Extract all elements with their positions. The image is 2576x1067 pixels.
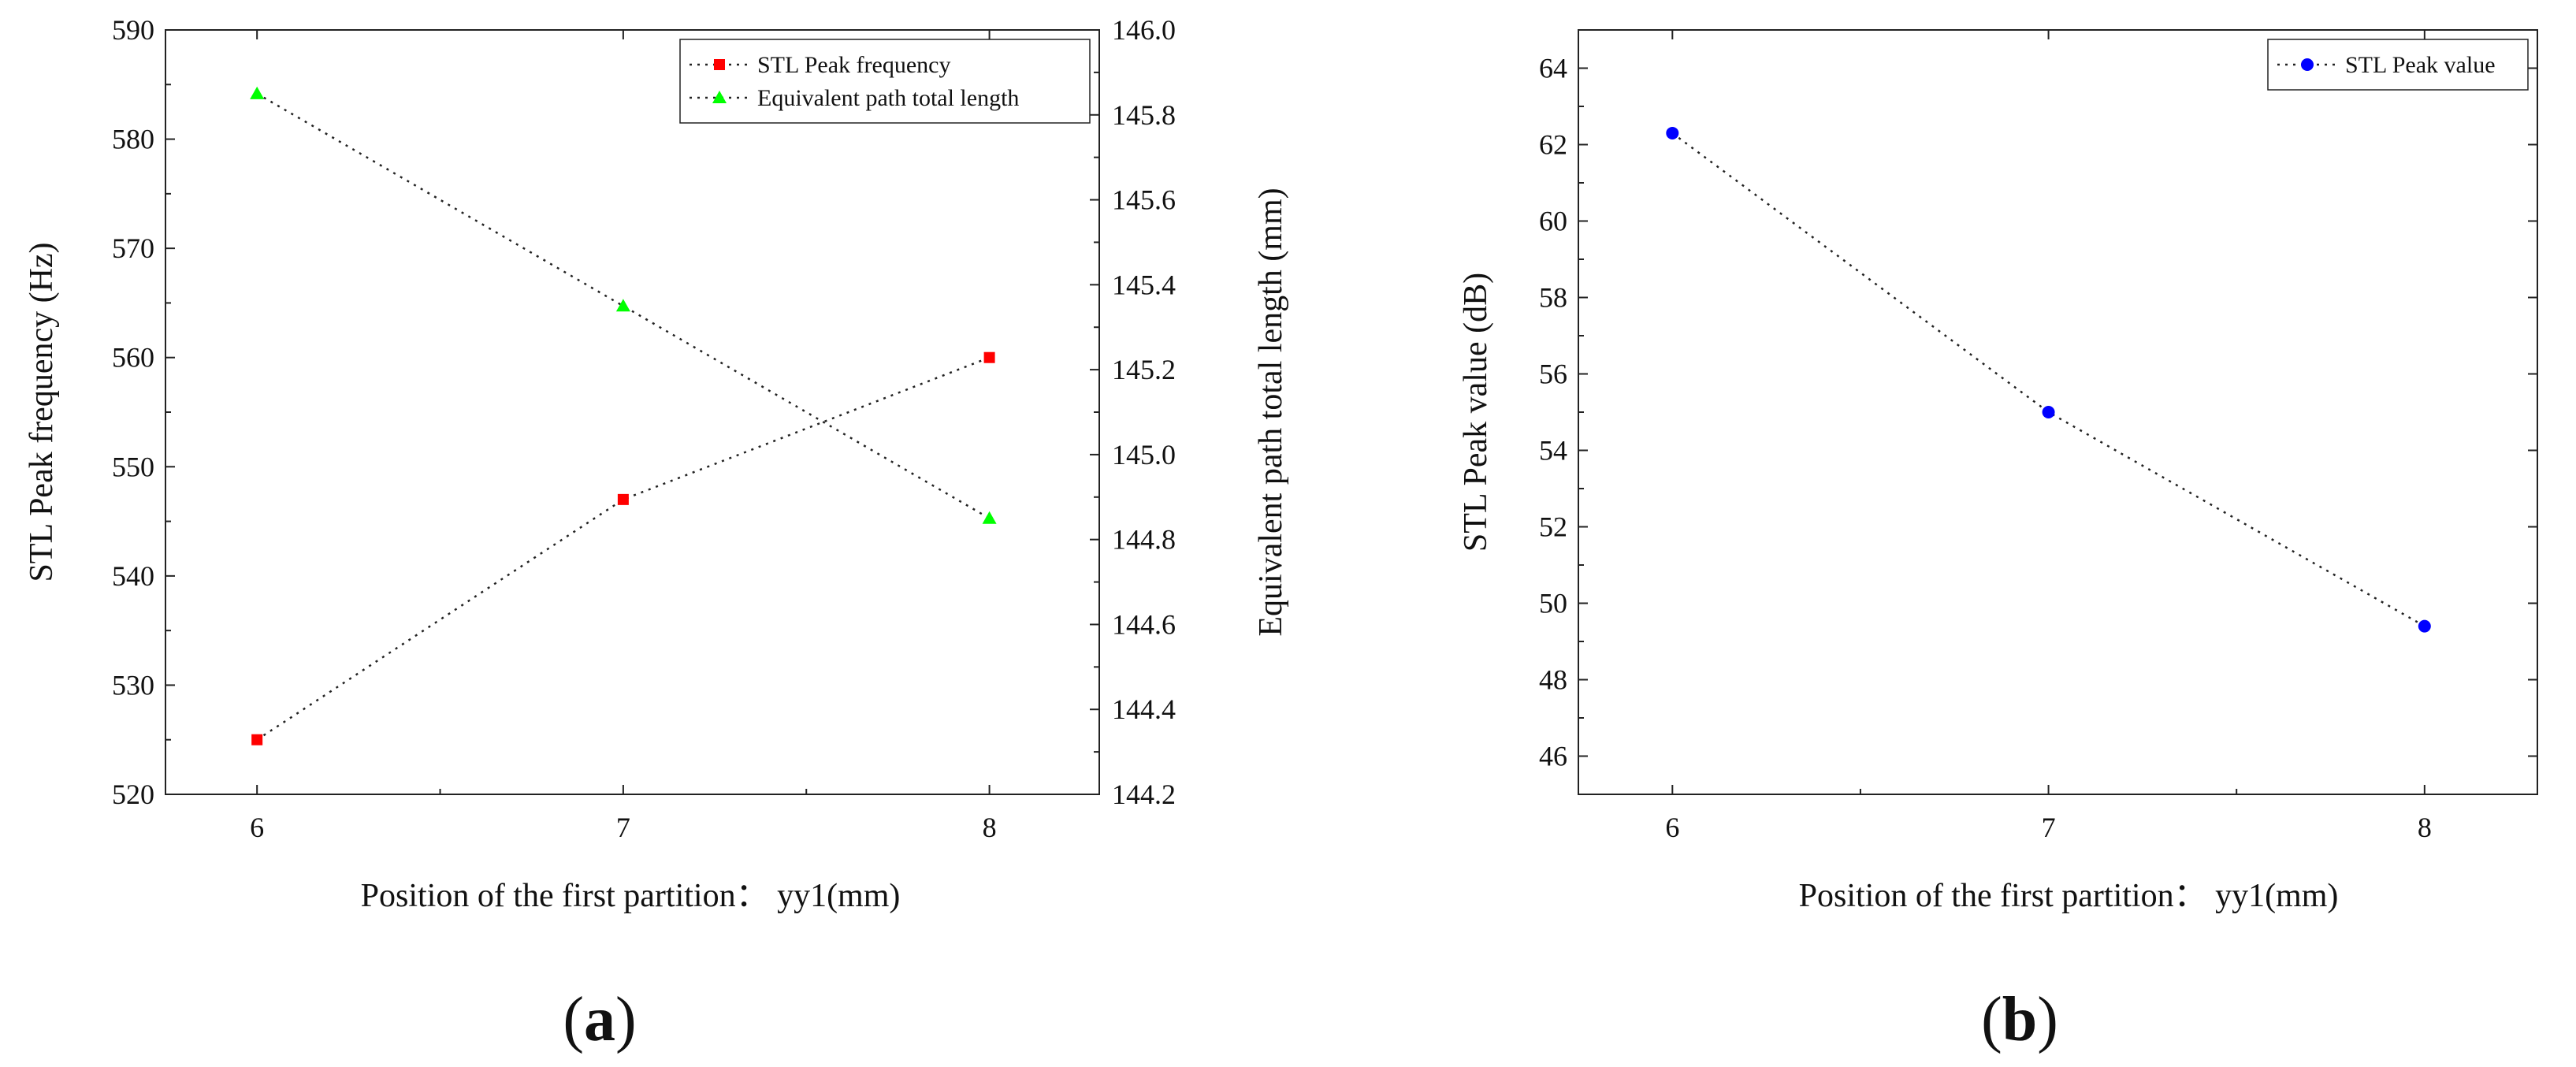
chart-a-y-axis-title: STL Peak frequency (Hz): [24, 242, 60, 582]
chart-b-marks: 6 7 8 46 48 50 52 54 56 58 60 62 64 STL Peak value: [1539, 29, 2538, 843]
chart-a: 6 7 8 520 530 540 550 560 570 580 590 144.2 144.4 144…: [24, 14, 1289, 1054]
chart-a-marks: 6 7 8 520 530 540 550 560 570 580 590 144.2 144.4 144…: [112, 14, 1176, 843]
chart-b-series-0-point-0: [1666, 126, 1679, 139]
chart-a-series-line-0: [256, 356, 991, 741]
chart-b-y-tick-label: 56: [1539, 359, 1567, 390]
chart-b-x-tick-label: 6: [1665, 812, 1679, 843]
chart-a-x-tick-label: 7: [616, 812, 630, 843]
chart-a-y2-tick-label: 145.6: [1112, 184, 1176, 216]
chart-a-series-1-point-1: [615, 299, 630, 312]
chart-a-legend-label-1: Equivalent path total length: [757, 85, 1019, 111]
chart-a-legend-label-0: STL Peak frequency: [757, 52, 950, 78]
chart-a-y-tick-label: 540: [112, 560, 154, 592]
chart-b-y-tick-label: 46: [1539, 741, 1567, 772]
chart-a-y-tick-label: 520: [112, 779, 154, 810]
chart-a-x-axis-title: Position of the first partition： yy1(mm): [361, 878, 901, 914]
chart-b: 6 7 8 46 48 50 52 54 56 58 60 62 64 STL Peak value Po…: [1458, 29, 2538, 1054]
chart-a-series-1-point-0: [250, 86, 265, 99]
chart-b-y-tick-label: 50: [1539, 588, 1567, 619]
chart-a-y2-tick-label: 144.6: [1112, 608, 1176, 640]
chart-b-y-axis-title: STL Peak value (dB): [1458, 273, 1494, 552]
chart-a-series-0-point-0: [251, 734, 263, 745]
chart-a-y2-axis-title: Equivalent path total length (mm): [1253, 188, 1289, 636]
chart-a-y2-tick-label: 144.8: [1112, 524, 1176, 556]
chart-b-series-line-0: [1671, 132, 2425, 627]
chart-a-y-tick-label: 570: [112, 232, 154, 264]
chart-a-legend-marker-0: [714, 59, 725, 70]
chart-a-panel-letter: a: [584, 985, 615, 1054]
chart-a-series-1-point-2: [982, 511, 997, 524]
chart-a-y2-tick-label: 145.0: [1112, 439, 1176, 470]
chart-a-y-tick-label: 530: [112, 669, 154, 701]
chart-b-x-tick-label: 8: [2418, 812, 2432, 843]
chart-b-y-tick-label: 64: [1539, 53, 1567, 84]
chart-b-y-tick-label: 52: [1539, 511, 1567, 543]
chart-a-y2-tick-label: 144.4: [1112, 693, 1176, 725]
chart-b-y-tick-label: 62: [1539, 129, 1567, 161]
chart-b-series-0-point-2: [2418, 619, 2431, 633]
chart-a-y-tick-label: 560: [112, 342, 154, 374]
chart-a-series-0-point-2: [983, 351, 995, 363]
chart-b-legend-label-0: STL Peak value: [2345, 52, 2496, 78]
chart-a-series-0-point-1: [617, 493, 629, 505]
chart-b-y-tick-label: 48: [1539, 664, 1567, 696]
chart-b-y-tick-label: 58: [1539, 282, 1567, 314]
chart-b-x-tick-label: 7: [2042, 812, 2056, 843]
chart-a-y-tick-label: 590: [112, 14, 154, 46]
chart-a-plot-frame: [165, 29, 1100, 795]
chart-a-y2-tick-label: 145.2: [1112, 354, 1176, 385]
chart-a-y2-tick-label: 145.8: [1112, 99, 1176, 131]
chart-a-y2-tick-label: 145.4: [1112, 269, 1176, 300]
chart-a-x-tick-label: 8: [983, 812, 997, 843]
chart-b-legend-marker-0: [2301, 58, 2314, 71]
chart-b-x-axis-title: Position of the first partition： yy1(mm): [1799, 878, 2339, 914]
chart-b-y-tick-label: 54: [1539, 435, 1567, 467]
chart-a-y2-tick-label: 146.0: [1112, 14, 1176, 46]
chart-b-panel-label: (b): [1981, 985, 2058, 1054]
chart-b-series-0-point-1: [2042, 406, 2055, 418]
chart-a-y-tick-label: 550: [112, 451, 154, 482]
chart-a-y2-tick-label: 144.2: [1112, 779, 1176, 810]
chart-b-y-tick-label: 60: [1539, 206, 1567, 237]
chart-a-legend-box: [679, 39, 1091, 124]
chart-b-panel-letter: b: [2002, 985, 2038, 1054]
chart-a-y-tick-label: 580: [112, 124, 154, 155]
chart-b-plot-frame: [1578, 29, 2538, 795]
chart-a-legend-marker-1: [712, 91, 727, 103]
chart-a-x-tick-label: 6: [250, 812, 264, 843]
chart-a-panel-label: (a): [563, 985, 636, 1054]
